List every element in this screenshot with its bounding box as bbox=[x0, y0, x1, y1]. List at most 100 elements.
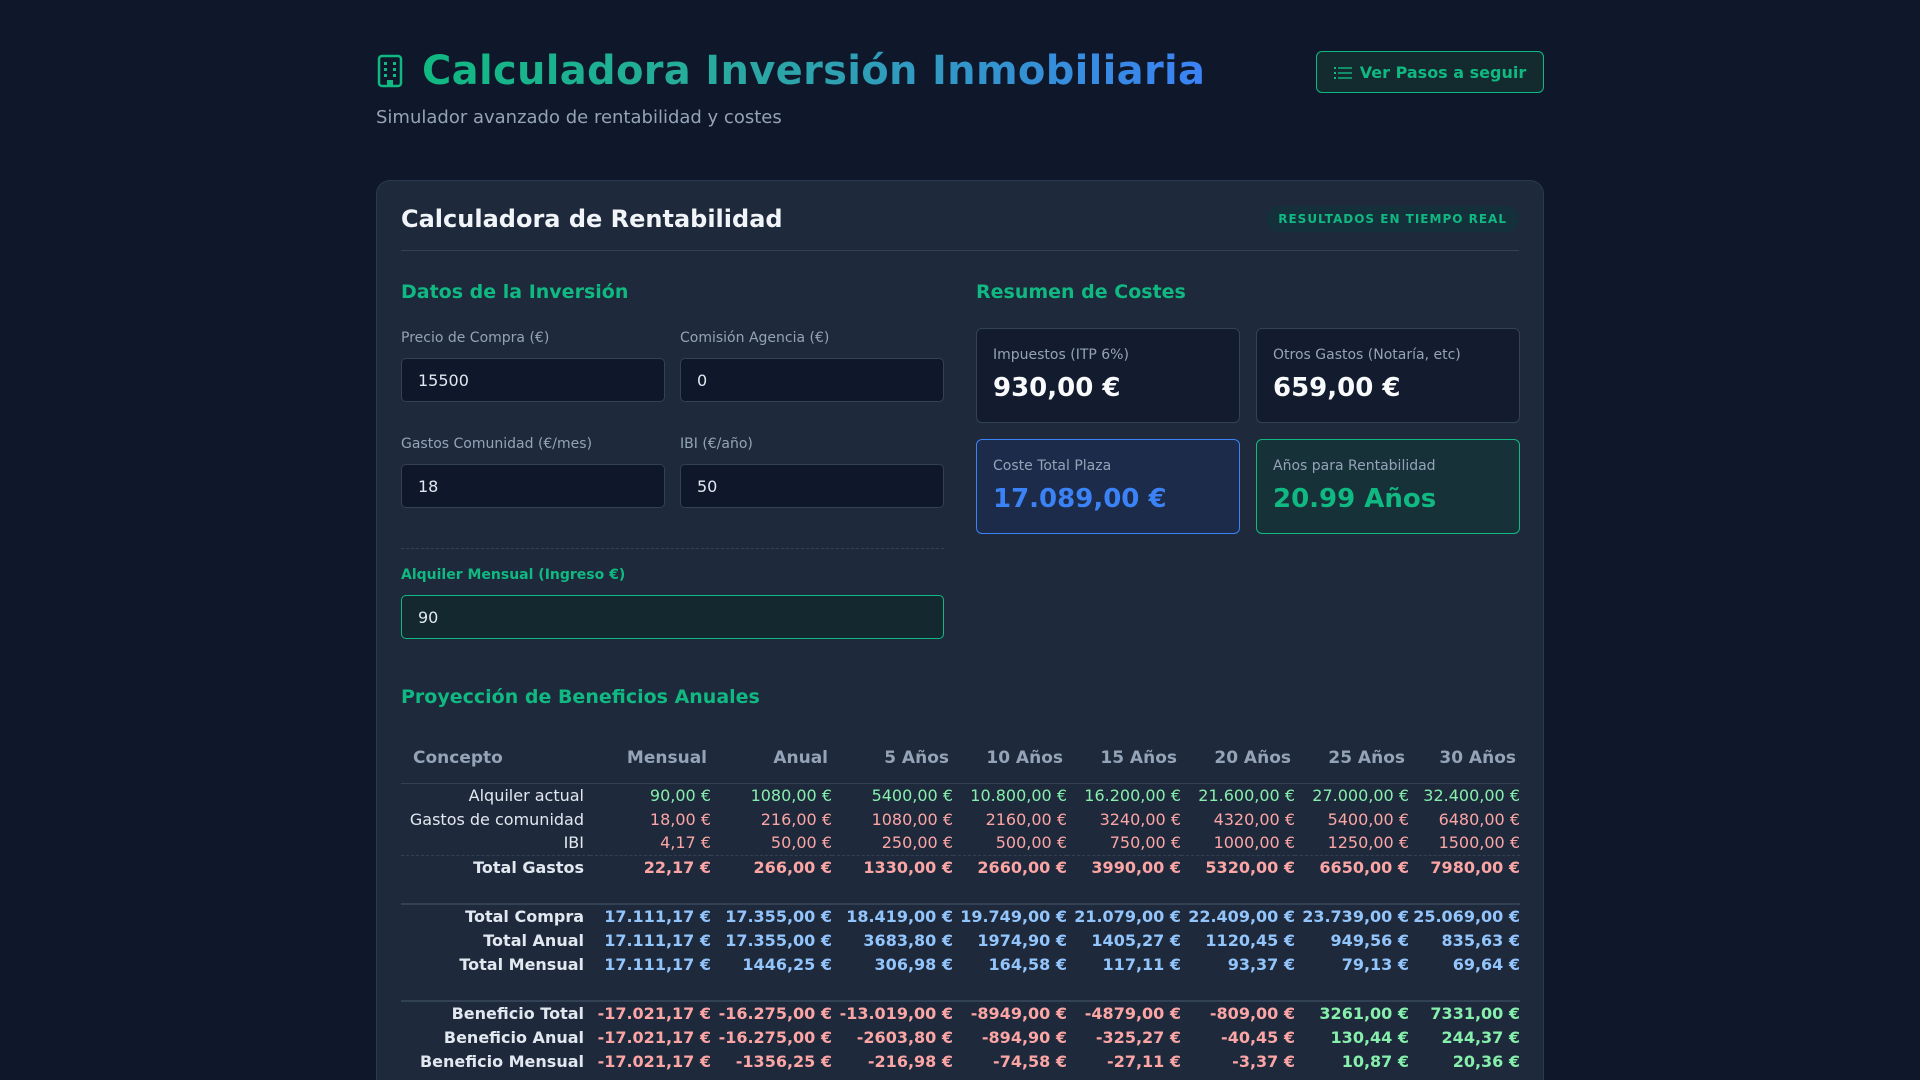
view-steps-label: Ver Pasos a seguir bbox=[1359, 62, 1527, 82]
taxes-label: Impuestos (ITP 6%) bbox=[993, 347, 1129, 363]
table-cell: 244,37 € bbox=[1441, 1027, 1520, 1047]
table-cell: 50,00 € bbox=[770, 833, 832, 853]
table-cell: 949,56 € bbox=[1330, 930, 1409, 950]
col-header-concept: Concepto bbox=[401, 733, 590, 784]
row-label: Beneficio Mensual bbox=[419, 1051, 584, 1071]
table-spacer-row bbox=[401, 976, 1520, 1001]
table-cell: 1080,00 € bbox=[750, 785, 832, 805]
agency-fee-field: Comisión Agencia (€) bbox=[680, 330, 944, 402]
table-cell: -809,00 € bbox=[1181, 1000, 1295, 1025]
table-row: Beneficio Total -17.021,17 € -16.275,00 € -… bbox=[401, 1000, 1520, 1025]
table-cell: 23.739,00 € bbox=[1295, 903, 1409, 928]
table-cell: -2603,80 € bbox=[856, 1027, 953, 1047]
table-cell: 5320,00 € bbox=[1181, 854, 1295, 879]
table-cell: 3990,00 € bbox=[1067, 854, 1181, 879]
table-cell: 6650,00 € bbox=[1295, 854, 1409, 879]
table-cell: -40,45 € bbox=[1221, 1027, 1295, 1047]
total-cost-value: 17.089,00 € bbox=[993, 484, 1167, 514]
row-label: Alquiler actual bbox=[468, 785, 584, 805]
projection-section-title: Proyección de Beneficios Anuales bbox=[401, 686, 760, 708]
table-cell: 79,13 € bbox=[1341, 954, 1409, 974]
table-cell: 17.355,00 € bbox=[725, 930, 832, 950]
table-cell: 164,58 € bbox=[988, 954, 1067, 974]
table-cell: 1405,27 € bbox=[1091, 930, 1181, 950]
page-title: Calculadora Inversión Inmobiliaria bbox=[422, 48, 1206, 94]
table-cell: 3240,00 € bbox=[1099, 809, 1181, 829]
col-header-30y: 30 Años bbox=[1409, 733, 1520, 784]
table-cell: 90,00 € bbox=[649, 785, 711, 805]
calculator-card: Calculadora de Rentabilidad RESULTADOS E… bbox=[376, 180, 1544, 1080]
table-cell: 10.800,00 € bbox=[970, 785, 1067, 805]
col-header-10y: 10 Años bbox=[953, 733, 1067, 784]
inputs-divider bbox=[401, 548, 944, 549]
table-cell: 27.000,00 € bbox=[1312, 785, 1409, 805]
row-label: Beneficio Anual bbox=[443, 1027, 584, 1047]
community-fees-field: Gastos Comunidad (€/mes) bbox=[401, 436, 665, 508]
taxes-stat: Impuestos (ITP 6%) 930,00 € bbox=[976, 328, 1240, 423]
building-icon bbox=[376, 54, 404, 88]
ibi-input[interactable] bbox=[680, 464, 944, 508]
col-header-20y: 20 Años bbox=[1181, 733, 1295, 784]
table-row: Total Compra 17.111,17 €17.355,00 €18.419… bbox=[401, 903, 1520, 928]
other-costs-value: 659,00 € bbox=[1273, 373, 1401, 403]
table-cell: 3261,00 € bbox=[1295, 1000, 1409, 1025]
table-cell: 500,00 € bbox=[995, 833, 1067, 853]
realtime-badge: RESULTADOS EN TIEMPO REAL bbox=[1266, 206, 1519, 232]
ibi-field: IBI (€/año) bbox=[680, 436, 944, 508]
table-cell: 1974,90 € bbox=[977, 930, 1067, 950]
col-header-monthly: Mensual bbox=[590, 733, 711, 784]
table-cell: -17.021,17 € bbox=[597, 1027, 711, 1047]
table-cell: -216,98 € bbox=[867, 1051, 953, 1071]
table-cell: 1330,00 € bbox=[832, 854, 953, 879]
view-steps-button[interactable]: Ver Pasos a seguir bbox=[1316, 51, 1544, 93]
table-row: IBI 4,17 € 50,00 € 250,00 € 500,00 € 750,00 €… bbox=[401, 831, 1520, 855]
row-label: IBI bbox=[563, 833, 584, 853]
row-label: Total Gastos bbox=[401, 854, 590, 879]
table-cell: 3683,80 € bbox=[863, 930, 953, 950]
monthly-rent-input[interactable] bbox=[401, 595, 944, 639]
row-label: Total Mensual bbox=[459, 954, 584, 974]
purchase-price-input[interactable] bbox=[401, 358, 665, 402]
table-cell: -17.021,17 € bbox=[597, 1051, 711, 1071]
table-row: Beneficio Mensual -17.021,17 € -1356,25 € -… bbox=[401, 1049, 1520, 1073]
table-row: Total Mensual 17.111,17 € 1446,25 € 306,98 … bbox=[401, 952, 1520, 976]
table-cell: 20,36 € bbox=[1452, 1051, 1520, 1071]
table-cell: 17.111,17 € bbox=[604, 954, 711, 974]
monthly-rent-label: Alquiler Mensual (Ingreso €) bbox=[401, 567, 626, 583]
table-cell: 5400,00 € bbox=[871, 785, 953, 805]
inputs-section-title: Datos de la Inversión bbox=[401, 281, 629, 303]
table-cell: 117,11 € bbox=[1102, 954, 1181, 974]
table-cell: 25.069,00 € bbox=[1409, 903, 1520, 928]
table-cell: -3,37 € bbox=[1232, 1051, 1295, 1071]
agency-fee-input[interactable] bbox=[680, 358, 944, 402]
projection-table-body: Alquiler actual 90,00 € 1080,00 € 5400,00 €… bbox=[401, 783, 1520, 1073]
table-cell: -13.019,00 € bbox=[832, 1000, 953, 1025]
table-row: Alquiler actual 90,00 € 1080,00 € 5400,00 €… bbox=[401, 783, 1520, 807]
table-cell: -894,90 € bbox=[981, 1027, 1067, 1047]
table-cell: 2660,00 € bbox=[953, 854, 1067, 879]
table-cell: 750,00 € bbox=[1109, 833, 1181, 853]
table-cell: 16.200,00 € bbox=[1084, 785, 1181, 805]
table-cell: 22,17 € bbox=[590, 854, 711, 879]
table-cell: -16.275,00 € bbox=[711, 1000, 832, 1025]
card-title: Calculadora de Rentabilidad bbox=[401, 205, 783, 233]
table-spacer-row bbox=[401, 879, 1520, 904]
col-header-15y: 15 Años bbox=[1067, 733, 1181, 784]
table-cell: 250,00 € bbox=[881, 833, 953, 853]
community-fees-input[interactable] bbox=[401, 464, 665, 508]
table-cell: 1446,25 € bbox=[742, 954, 832, 974]
table-cell: 21.079,00 € bbox=[1067, 903, 1181, 928]
years-to-profit-label: Años para Rentabilidad bbox=[1273, 458, 1436, 474]
row-label: Gastos de comunidad bbox=[409, 809, 584, 829]
table-cell: 1250,00 € bbox=[1327, 833, 1409, 853]
row-label: Total Compra bbox=[401, 903, 590, 928]
header: Calculadora Inversión Inmobiliaria Simul… bbox=[376, 0, 1544, 180]
purchase-price-field: Precio de Compra (€) bbox=[401, 330, 665, 402]
table-cell: 69,64 € bbox=[1452, 954, 1520, 974]
years-to-profit-value: 20.99 Años bbox=[1273, 484, 1437, 514]
other-costs-label: Otros Gastos (Notaría, etc) bbox=[1273, 347, 1461, 363]
table-cell: 1080,00 € bbox=[871, 809, 953, 829]
purchase-price-label: Precio de Compra (€) bbox=[401, 330, 550, 346]
agency-fee-label: Comisión Agencia (€) bbox=[680, 330, 830, 346]
row-label: Beneficio Total bbox=[401, 1000, 590, 1025]
